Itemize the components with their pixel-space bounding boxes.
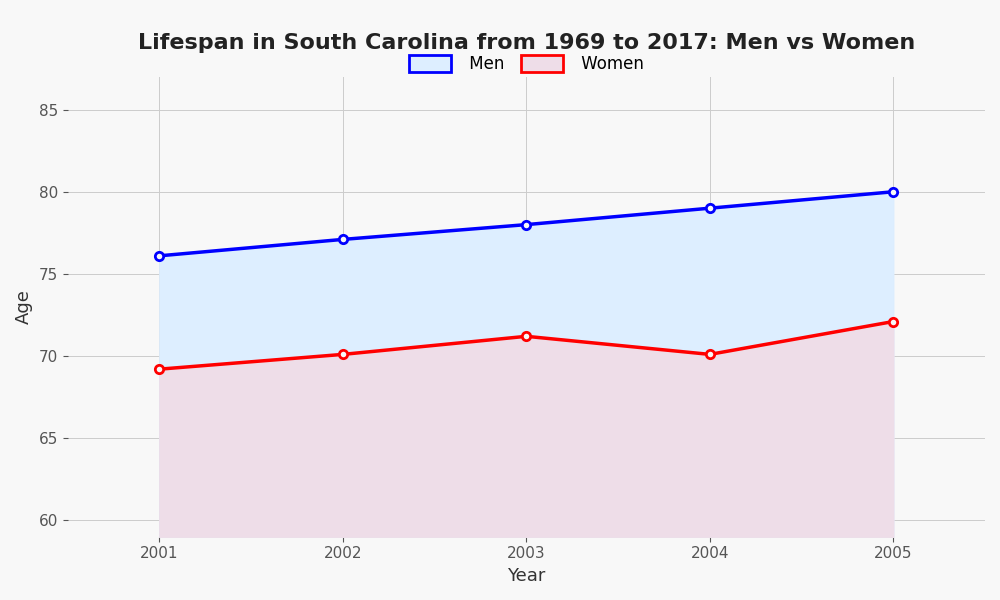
X-axis label: Year: Year <box>507 567 546 585</box>
Y-axis label: Age: Age <box>15 289 33 324</box>
Title: Lifespan in South Carolina from 1969 to 2017: Men vs Women: Lifespan in South Carolina from 1969 to … <box>138 33 915 53</box>
Legend:  Men,  Women: Men, Women <box>402 49 650 80</box>
